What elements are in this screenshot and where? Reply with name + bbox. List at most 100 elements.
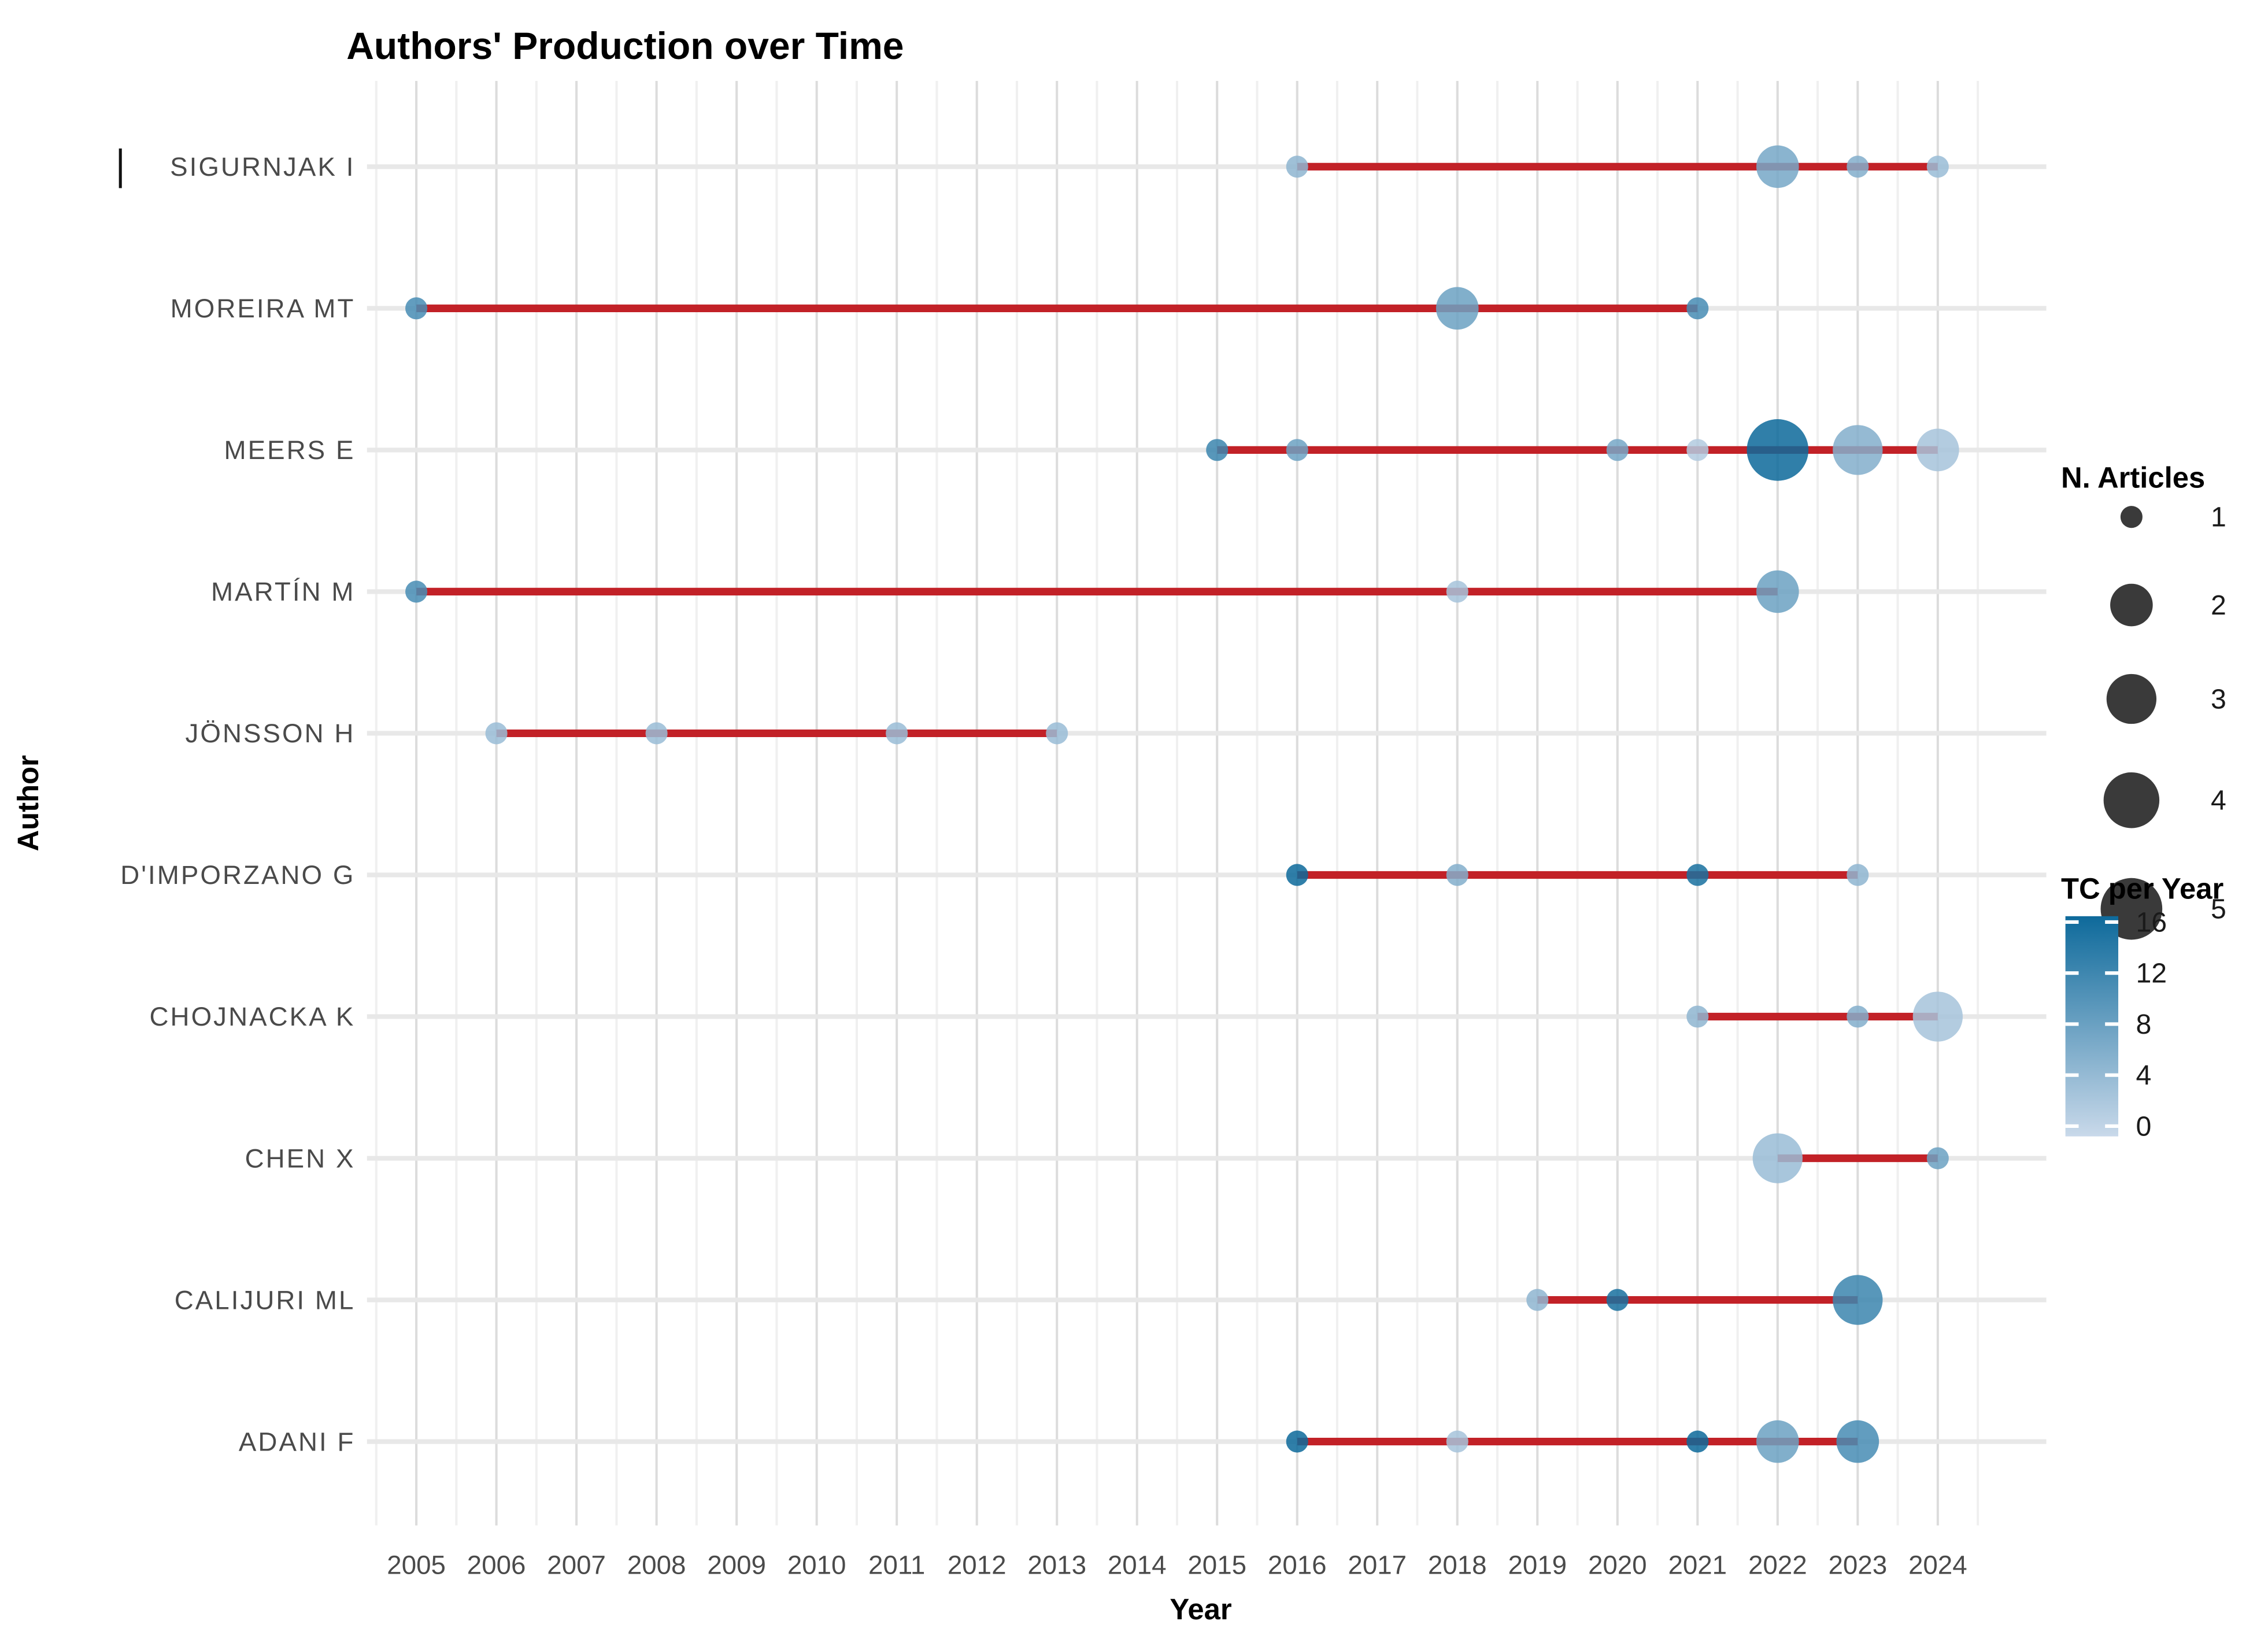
article-bubble	[1836, 1420, 1879, 1463]
article-bubble	[1435, 287, 1479, 330]
year-tick-label: 2011	[868, 1550, 925, 1579]
tc-legend-tick-label: 16	[2136, 906, 2167, 938]
article-bubble	[1446, 864, 1468, 886]
article-bubble	[1606, 439, 1629, 461]
year-tick-label: 2014	[1108, 1550, 1167, 1579]
size-legend-bubble	[2103, 772, 2160, 828]
article-bubble	[1756, 145, 1799, 188]
color-legend-title: TC per Year	[2061, 872, 2223, 905]
tc-legend-tick-label: 0	[2136, 1111, 2151, 1142]
author-series	[1686, 991, 1963, 1042]
author-tick-label: MARTÍN M	[211, 577, 355, 606]
year-tick-label: 2021	[1668, 1550, 1727, 1579]
article-bubble	[645, 722, 668, 745]
article-bubble	[1286, 439, 1308, 461]
series-layer	[405, 145, 1963, 1463]
article-bubble	[1756, 570, 1799, 613]
article-bubble	[1912, 991, 1963, 1042]
year-tick-label: 2022	[1748, 1550, 1807, 1579]
size-legend-bubble	[2110, 583, 2153, 627]
article-bubble	[1286, 1430, 1308, 1453]
article-bubble	[1926, 1147, 1949, 1170]
author-series	[1286, 864, 1869, 886]
author-series	[1526, 1275, 1883, 1325]
article-bubble	[1526, 1289, 1549, 1311]
year-tick-label: 2013	[1027, 1550, 1086, 1579]
article-bubble	[1286, 156, 1308, 178]
year-tick-label: 2010	[787, 1550, 846, 1579]
article-bubble	[1686, 1005, 1709, 1028]
year-tick-label: 2017	[1348, 1550, 1407, 1579]
year-tick-label: 2007	[547, 1550, 606, 1579]
author-tick-label: SIGURNJAK I	[170, 152, 355, 182]
article-bubble	[405, 297, 428, 320]
year-tick-label: 2015	[1187, 1550, 1246, 1579]
article-bubble	[1446, 1430, 1468, 1453]
article-bubble	[1606, 1289, 1629, 1311]
author-series	[405, 570, 1799, 613]
year-tick-label: 2006	[467, 1550, 526, 1579]
article-bubble	[886, 722, 908, 745]
article-bubble	[1686, 864, 1709, 886]
article-bubble	[1686, 297, 1709, 320]
author-series	[1206, 419, 1959, 481]
article-bubble	[405, 580, 428, 603]
y-axis-title: Author	[12, 755, 45, 851]
year-tick-label: 2012	[948, 1550, 1007, 1579]
tc-color-bar	[2065, 916, 2119, 1137]
article-bubble	[1833, 425, 1883, 475]
year-tick-label: 2008	[627, 1550, 686, 1579]
size-legend-label: 3	[2211, 684, 2226, 715]
author-tick-label: ADANI F	[239, 1427, 356, 1456]
size-legend-title: N. Articles	[2061, 461, 2205, 494]
article-bubble	[1916, 428, 1959, 472]
size-legend-label: 2	[2211, 590, 2226, 621]
year-tick-label: 2016	[1268, 1550, 1327, 1579]
article-bubble	[1847, 156, 1869, 178]
author-tick-label: JÖNSSON H	[186, 719, 356, 748]
size-legend-label: 5	[2211, 894, 2226, 925]
article-bubble	[1926, 156, 1949, 178]
article-bubble	[1686, 1430, 1709, 1453]
article-bubble	[1752, 1133, 1803, 1183]
author-series	[1286, 1420, 1879, 1463]
size-legend-label: 4	[2211, 785, 2226, 816]
x-axis-title: Year	[1170, 1593, 1231, 1626]
article-bubble	[485, 722, 508, 745]
author-tick-label: CALIJURI ML	[175, 1285, 356, 1315]
stray-text-cursor-artifact	[119, 148, 122, 188]
author-tick-label: D'IMPORZANO G	[120, 860, 355, 890]
year-tick-label: 2020	[1588, 1550, 1647, 1579]
author-tick-label: CHEN X	[245, 1144, 356, 1173]
article-bubble	[1847, 1005, 1869, 1028]
year-tick-label: 2023	[1828, 1550, 1887, 1579]
size-legend-bubble	[2120, 506, 2143, 528]
article-bubble	[1686, 439, 1709, 461]
article-bubble	[1046, 722, 1068, 745]
tc-legend-tick-label: 12	[2136, 958, 2167, 989]
author-series	[405, 287, 1709, 330]
year-tick-label: 2005	[387, 1550, 446, 1579]
article-bubble	[1833, 1275, 1883, 1325]
author-tick-label: MEERS E	[224, 435, 356, 465]
article-bubble	[1747, 419, 1809, 481]
article-bubble	[1206, 439, 1229, 461]
article-bubble	[1756, 1420, 1799, 1463]
author-series	[485, 722, 1068, 745]
size-legend-label: 1	[2211, 502, 2226, 533]
author-tick-label: CHOJNACKA K	[150, 1002, 356, 1031]
year-tick-label: 2009	[707, 1550, 766, 1579]
gridlines	[367, 81, 2047, 1526]
article-bubble	[1286, 864, 1308, 886]
year-tick-label: 2019	[1508, 1550, 1567, 1579]
author-series	[1752, 1133, 1949, 1183]
year-tick-label: 2024	[1908, 1550, 1967, 1579]
author-tick-label: MOREIRA MT	[171, 294, 356, 323]
axis-tick-labels: SIGURNJAK I MOREIRA MT MEERS E MARTÍN M JÖNS…	[120, 152, 1967, 1579]
article-bubble	[1446, 580, 1468, 603]
author-series	[1286, 145, 1949, 188]
tc-legend-tick-label: 8	[2136, 1009, 2151, 1040]
